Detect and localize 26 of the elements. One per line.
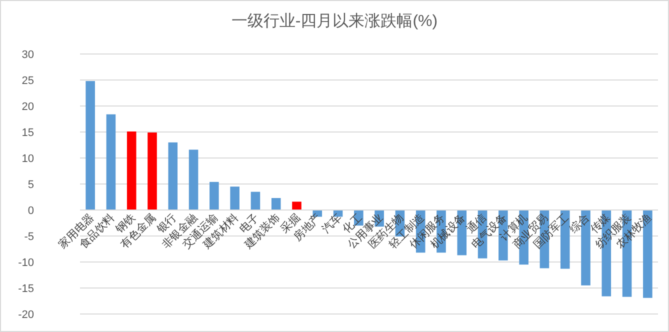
bar <box>210 182 219 210</box>
y-tick-label: -5 <box>24 231 34 243</box>
bar <box>230 186 240 210</box>
x-tick-label: 汽车 <box>319 210 344 236</box>
chart-title: 一级行业-四月以来涨跌幅(%) <box>231 12 438 30</box>
y-tick-label: 15 <box>22 127 34 139</box>
y-tick-label: 5 <box>28 179 34 191</box>
bar <box>106 114 116 210</box>
y-tick-label: 20 <box>22 101 34 113</box>
y-tick-label: 25 <box>22 75 34 87</box>
bar <box>292 202 302 210</box>
y-tick-label: -15 <box>18 283 34 295</box>
bar <box>148 132 157 210</box>
y-tick-label: 0 <box>28 205 34 217</box>
bar <box>271 198 281 210</box>
bar <box>188 150 198 210</box>
y-tick-label: -20 <box>18 309 34 321</box>
y-tick-label: -10 <box>18 257 34 269</box>
bar <box>86 81 95 210</box>
y-tick-label: 30 <box>22 49 34 61</box>
bar <box>581 210 590 286</box>
bar <box>126 131 136 210</box>
y-tick-label: 10 <box>22 153 34 165</box>
bar <box>168 142 178 210</box>
bar <box>250 192 260 210</box>
x-tick-label: 综合 <box>567 210 592 236</box>
